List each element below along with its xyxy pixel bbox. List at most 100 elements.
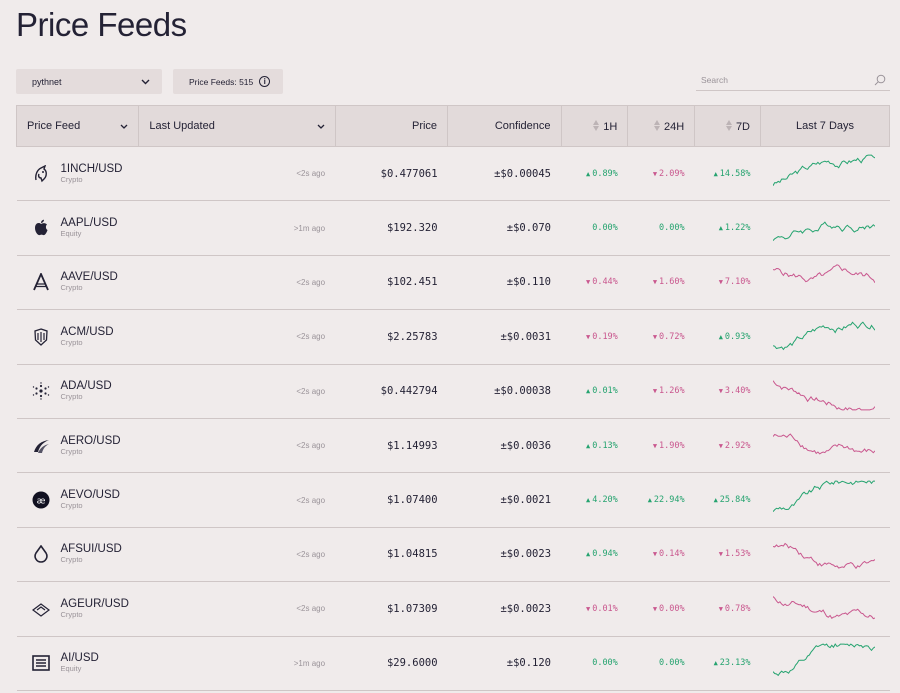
- price-value: $1.04815: [386, 548, 438, 561]
- feed-kind: Crypto: [60, 283, 83, 293]
- table-row[interactable]: AAPL/USD Equity >1m ago $192.320 ±$0.070…: [16, 201, 890, 256]
- table-row[interactable]: 1INCH/USD Crypto <2s ago $0.477061 ±$0.0…: [16, 147, 890, 201]
- angle-icon: [31, 599, 51, 619]
- change-1h: 0.01%: [561, 582, 628, 636]
- sort-icon: [725, 119, 732, 131]
- feed-cell: AGEUR/USD Crypto: [17, 582, 139, 636]
- price-value: $1.14993: [386, 439, 438, 452]
- change-7d: 14.58%: [695, 147, 761, 201]
- table-row[interactable]: AGEUR/USD Crypto <2s ago $1.07309 ±$0.00…: [16, 582, 890, 637]
- feed-cell: AAVE/USD Crypto: [17, 255, 139, 309]
- droplet-icon: [31, 544, 51, 564]
- acm-crest-icon: [31, 327, 51, 347]
- change-1h: 0.19%: [561, 310, 628, 364]
- aave-icon: [31, 272, 51, 292]
- feed-count-badge: Price Feeds: 515 i: [173, 69, 283, 94]
- sparkline: [772, 543, 875, 570]
- confidence-value: ±$0.0021: [500, 494, 552, 507]
- network-dropdown-label: pythnet: [32, 76, 62, 87]
- feed-pair: AFSUI/USD: [60, 543, 122, 556]
- price-value: $1.07309: [386, 602, 438, 615]
- search-input[interactable]: [701, 74, 851, 85]
- apple-icon: [31, 218, 51, 238]
- feed-cell: AERO/USD Crypto: [17, 418, 139, 472]
- change-7d: 7.10%: [695, 255, 761, 309]
- table-row[interactable]: AI/USD Equity >1m ago $29.6000 ±$0.120 0…: [16, 636, 890, 691]
- c3ai-icon: [31, 653, 51, 673]
- change-24h: 1.26%: [628, 364, 695, 418]
- table-row[interactable]: AERO/USD Crypto <2s ago $1.14993 ±$0.003…: [16, 418, 890, 473]
- sparkline: [772, 595, 875, 620]
- cardano-icon: [31, 381, 51, 401]
- header-last-7-days: Last 7 Days: [760, 105, 890, 147]
- confidence-value: ±$0.0036: [500, 439, 552, 452]
- price-feeds-table: Price Feed Last Updated Price Confidence…: [15, 105, 890, 691]
- change-24h: 0.72%: [628, 310, 695, 364]
- header-1h[interactable]: 1H: [560, 105, 629, 147]
- header-confidence[interactable]: Confidence: [447, 105, 562, 147]
- change-1h: 0.00%: [592, 223, 618, 234]
- table-row[interactable]: ACM/USD Crypto <2s ago $2.25783 ±$0.0031…: [16, 310, 890, 365]
- table-header: Price Feed Last Updated Price Confidence…: [15, 105, 890, 147]
- confidence-value: ±$0.0023: [500, 548, 552, 561]
- header-last-updated[interactable]: Last Updated: [138, 105, 336, 147]
- sort-icon: [653, 119, 660, 131]
- confidence-value: ±$0.0023: [500, 602, 552, 615]
- table-row[interactable]: æ AEVO/USD Crypto <2s ago $1.07400 ±$0.0…: [16, 473, 890, 528]
- change-7d: 1.53%: [695, 527, 761, 581]
- price-value: $0.442794: [380, 385, 438, 398]
- feed-kind: Crypto: [60, 555, 83, 565]
- header-24h[interactable]: 24H: [627, 105, 696, 147]
- sparkline-cell: [761, 418, 890, 472]
- sparkline-cell: [761, 310, 890, 364]
- last-updated: <2s ago: [296, 495, 326, 505]
- confidence-value: ±$0.0031: [500, 330, 552, 343]
- network-dropdown[interactable]: pythnet: [16, 69, 162, 94]
- feed-cell: AI/USD Equity: [17, 636, 139, 690]
- last-updated: >1m ago: [293, 223, 326, 233]
- change-24h: 1.60%: [628, 255, 695, 309]
- change-7d: 0.93%: [695, 310, 761, 364]
- table-row[interactable]: AAVE/USD Crypto <2s ago $102.451 ±$0.110…: [16, 255, 890, 310]
- change-1h: 0.89%: [561, 147, 628, 201]
- feed-kind: Crypto: [60, 609, 83, 619]
- change-24h: 0.00%: [659, 658, 685, 669]
- sparkline-cell: [761, 147, 890, 201]
- price-value: $2.25783: [386, 330, 438, 343]
- sparkline: [772, 480, 875, 512]
- table-row[interactable]: ADA/USD Crypto <2s ago $0.442794 ±$0.000…: [16, 364, 890, 419]
- change-1h: 0.00%: [592, 658, 618, 669]
- sparkline: [772, 380, 875, 411]
- aevo-icon: æ: [31, 490, 51, 510]
- sparkline-cell: [761, 255, 890, 309]
- confidence-value: ±$0.120: [506, 657, 552, 670]
- sparkline-cell: [761, 364, 890, 418]
- header-price[interactable]: Price: [334, 105, 449, 147]
- header-7d[interactable]: 7D: [694, 105, 761, 147]
- feed-count-label: Price Feeds: 515: [189, 76, 254, 87]
- search-icon[interactable]: [874, 74, 886, 86]
- feed-cell: 1INCH/USD Crypto: [17, 147, 139, 201]
- feed-kind: Crypto: [60, 337, 83, 347]
- feed-pair: AAVE/USD: [60, 271, 118, 284]
- feed-pair: AAPL/USD: [60, 217, 118, 230]
- confidence-value: ±$0.110: [506, 276, 552, 289]
- table-row[interactable]: AFSUI/USD Crypto <2s ago $1.04815 ±$0.00…: [16, 527, 890, 582]
- sparkline-cell: [761, 473, 890, 527]
- change-1h: 0.01%: [561, 364, 628, 418]
- feed-kind: Equity: [60, 664, 82, 674]
- change-7d: 3.40%: [695, 364, 761, 418]
- header-price-feed[interactable]: Price Feed: [15, 105, 140, 147]
- change-24h: 1.90%: [628, 418, 695, 472]
- change-24h: 22.94%: [628, 473, 695, 527]
- sparkline: [772, 321, 875, 351]
- change-7d: 0.78%: [695, 582, 761, 636]
- feed-kind: Crypto: [60, 392, 83, 402]
- feed-pair: 1INCH/USD: [60, 162, 123, 175]
- info-icon[interactable]: i: [259, 76, 271, 87]
- last-updated: <2s ago: [296, 332, 326, 342]
- price-value: $192.320: [386, 222, 438, 235]
- sort-icon: [593, 119, 600, 131]
- change-7d: 25.84%: [695, 473, 761, 527]
- aero-wing-icon: [31, 436, 51, 456]
